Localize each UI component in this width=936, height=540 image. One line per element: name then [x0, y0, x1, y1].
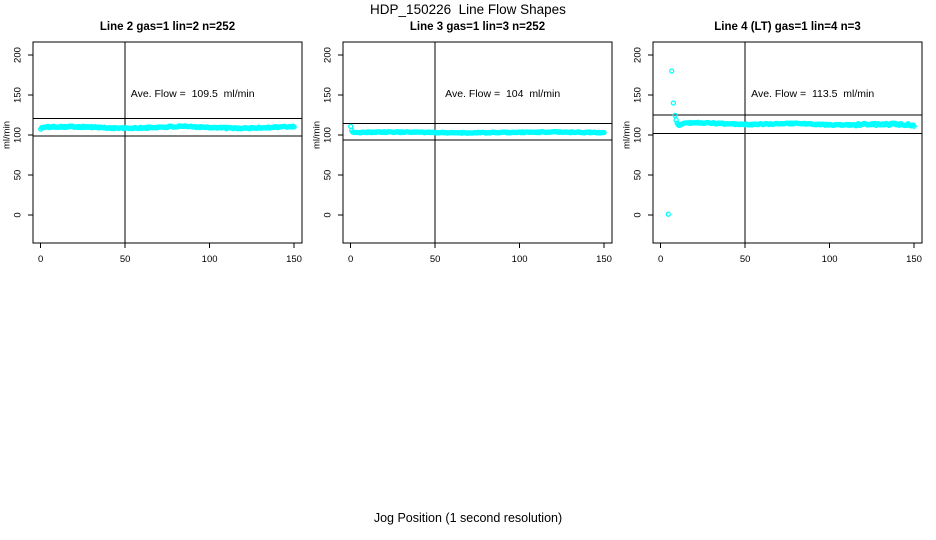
x-tick-label: 0	[658, 254, 663, 265]
subplot-1: Line 2 gas=1 lin=2 n=252 0 50 100 150 200 ml/m…	[2, 21, 303, 265]
data-points	[38, 123, 297, 132]
subplot-3: Line 4 (LT) gas=1 lin=4 n=3 0 50 100 150 200 m…	[622, 21, 923, 265]
y-tick-label: 0	[13, 212, 24, 217]
x-tick-label: 0	[38, 254, 43, 265]
y-tick-label: 100	[13, 127, 24, 143]
data-points	[665, 68, 917, 217]
plot-box	[32, 41, 303, 244]
x-tick-label: 50	[120, 254, 131, 265]
x-tick-label: 100	[202, 254, 218, 265]
x-tick-label: 100	[822, 254, 838, 265]
y-tick-label: 50	[633, 170, 644, 181]
data-points	[348, 123, 607, 136]
y-tick-label: 0	[323, 212, 334, 217]
data-point	[869, 120, 875, 127]
y-tick-label: 50	[13, 170, 24, 181]
y-tick-label: 50	[323, 170, 334, 181]
ave-flow-annotation: Ave. Flow = 109.5 ml/min	[131, 88, 255, 100]
subplot-title: Line 2 gas=1 lin=2 n=252	[100, 21, 235, 33]
x-tick-label: 150	[596, 254, 612, 265]
y-tick-label: 150	[323, 87, 334, 103]
x-tick-label: 100	[512, 254, 528, 265]
y-axis-label: ml/min	[312, 121, 323, 149]
data-point	[665, 211, 671, 217]
ave-flow-annotation: Ave. Flow = 104 ml/min	[445, 88, 560, 100]
subplot-title: Line 4 (LT) gas=1 lin=4 n=3	[714, 21, 860, 33]
y-tick-label: 150	[633, 87, 644, 103]
x-tick-label: 150	[906, 254, 922, 265]
x-tick-label: 50	[430, 254, 441, 265]
data-point	[291, 124, 297, 130]
y-tick-label: 200	[13, 47, 24, 63]
data-point	[670, 100, 677, 106]
y-tick-label: 100	[323, 127, 334, 143]
y-axis-label: ml/min	[622, 121, 633, 149]
plot-box	[342, 41, 613, 244]
data-point	[911, 123, 917, 129]
data-point	[669, 68, 675, 74]
y-tick-label: 100	[633, 127, 644, 143]
y-tick-label: 150	[13, 87, 24, 103]
subplot-title: Line 3 gas=1 lin=3 n=252	[410, 21, 545, 33]
x-tick-label: 0	[348, 254, 353, 265]
y-tick-label: 200	[323, 47, 334, 63]
x-tick-label: 50	[740, 254, 751, 265]
subplot-2: Line 3 gas=1 lin=3 n=252 0 50 100 150 200 ml/m…	[312, 21, 613, 265]
plot-box	[652, 41, 923, 244]
x-tick-label: 150	[286, 254, 302, 265]
y-tick-label: 0	[633, 212, 644, 217]
y-axis-label: ml/min	[2, 121, 13, 149]
data-point	[601, 129, 607, 136]
x-axis-label: Jog Position (1 second resolution)	[373, 511, 563, 525]
main-title: HDP_150226 Line Flow Shapes	[370, 2, 566, 17]
ave-flow-annotation: Ave. Flow = 113.5 ml/min	[751, 88, 874, 100]
y-tick-label: 200	[633, 47, 644, 63]
data-point	[672, 112, 678, 119]
